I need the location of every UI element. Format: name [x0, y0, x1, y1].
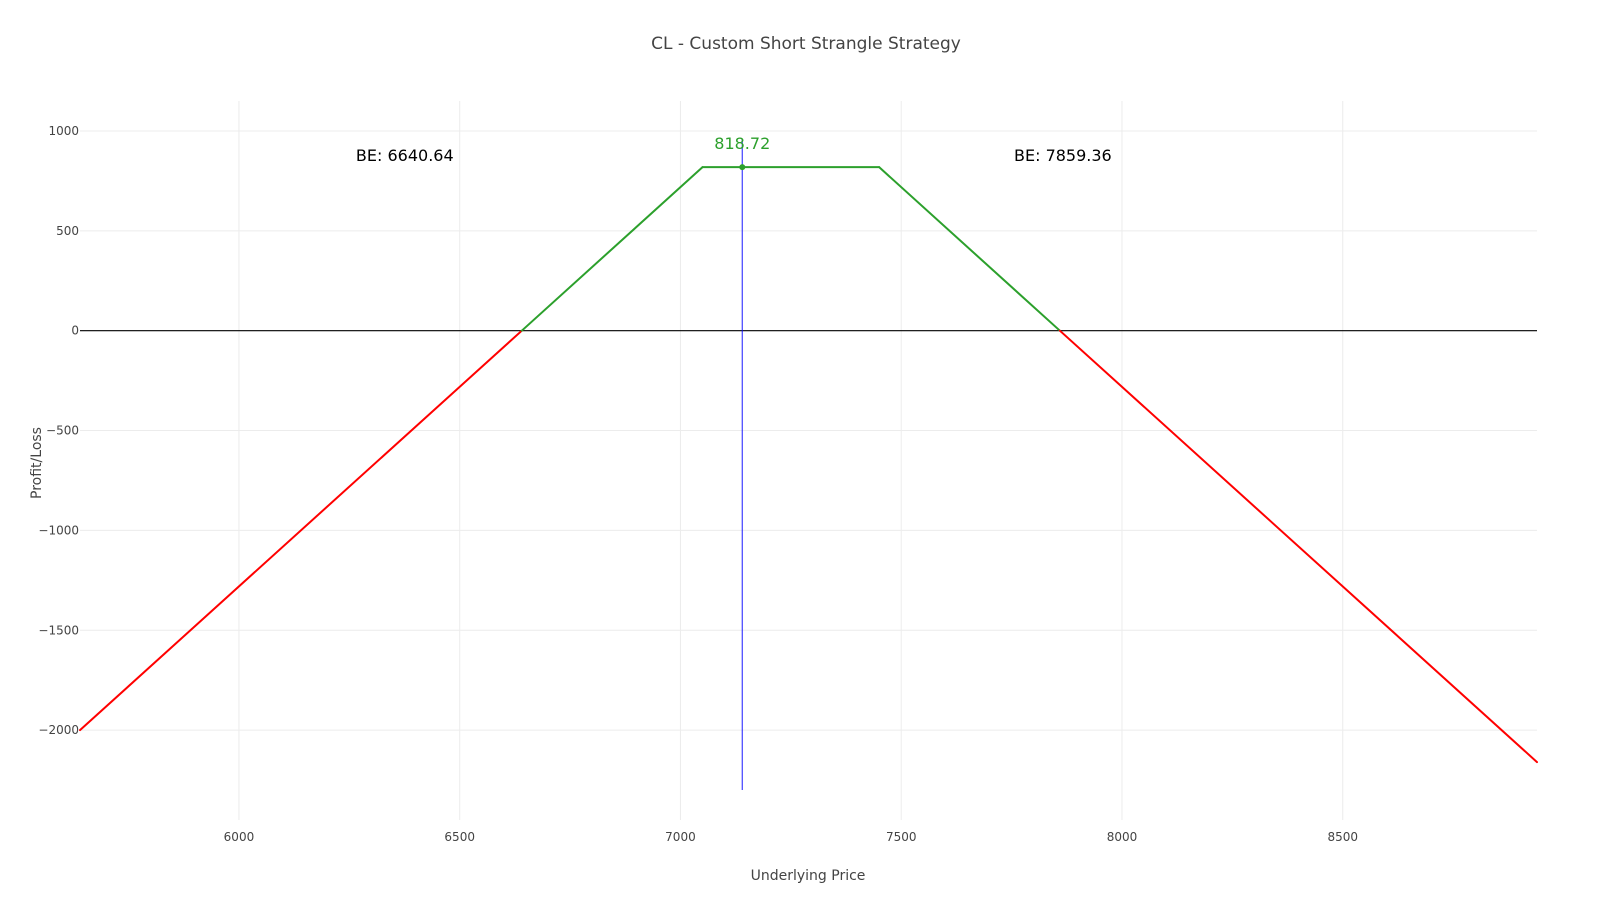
profit-segment [520, 166, 704, 332]
x-tick-label: 7000 [665, 830, 696, 844]
max-profit-label: 818.72 [714, 134, 770, 153]
peak-point [739, 164, 746, 171]
profit-segment [878, 166, 1061, 332]
x-tick-label: 8500 [1327, 830, 1358, 844]
x-tick-label: 7500 [886, 830, 917, 844]
breakeven-high-label: BE: 7859.36 [1014, 146, 1112, 165]
x-axis-label: Underlying Price [751, 868, 866, 884]
y-tick-label: −1500 [38, 623, 79, 637]
y-tick-label: −2000 [38, 723, 79, 737]
tick-labels: 6000 6500 7000 7500 8000 8500 1000 500 0 −500 −100… [38, 124, 1358, 844]
loss-segment [1058, 329, 1538, 764]
loss-segment [79, 329, 523, 732]
y-tick-label: −1000 [38, 523, 79, 537]
annotations: BE: 6640.64 BE: 7859.36 818.72 [356, 134, 1112, 165]
breakeven-low-label: BE: 6640.64 [356, 146, 454, 165]
chart-title: CL - Custom Short Strangle Strategy [651, 34, 961, 54]
y-axis-label: Profit/Loss [29, 427, 45, 499]
y-tick-label: −500 [46, 424, 79, 438]
x-tick-label: 8000 [1107, 830, 1138, 844]
x-tick-label: 6500 [444, 830, 475, 844]
x-tick-label: 6000 [224, 830, 255, 844]
grid-lines [80, 101, 1537, 820]
y-tick-label: 0 [71, 324, 79, 338]
y-tick-label: 500 [56, 224, 79, 238]
payoff-series [79, 166, 1538, 764]
current-price-layer [739, 138, 746, 791]
y-tick-label: 1000 [48, 124, 79, 138]
